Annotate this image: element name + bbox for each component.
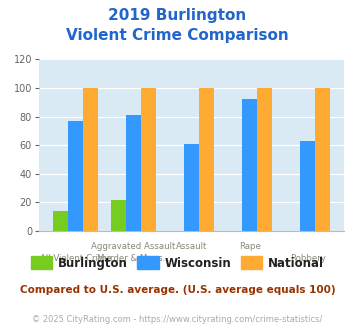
Bar	[300, 141, 315, 231]
Bar	[141, 88, 156, 231]
Text: Compared to U.S. average. (U.S. average equals 100): Compared to U.S. average. (U.S. average …	[20, 285, 335, 295]
Bar	[242, 99, 257, 231]
Bar	[83, 88, 98, 231]
Bar	[199, 88, 214, 231]
Text: © 2025 CityRating.com - https://www.cityrating.com/crime-statistics/: © 2025 CityRating.com - https://www.city…	[32, 315, 323, 324]
Legend: Burlington, Wisconsin, National: Burlington, Wisconsin, National	[26, 252, 329, 274]
Text: Aggravated Assault: Aggravated Assault	[92, 243, 176, 251]
Bar	[126, 115, 141, 231]
Bar	[68, 121, 83, 231]
Text: Violent Crime Comparison: Violent Crime Comparison	[66, 28, 289, 43]
Bar	[315, 88, 331, 231]
Text: Murder & Mans...: Murder & Mans...	[97, 254, 170, 263]
Bar	[111, 200, 126, 231]
Bar	[257, 88, 272, 231]
Text: Robbery: Robbery	[290, 254, 326, 263]
Text: All Violent Crime: All Violent Crime	[40, 254, 111, 263]
Text: 2019 Burlington: 2019 Burlington	[108, 8, 247, 23]
Bar	[53, 211, 68, 231]
Text: Assault: Assault	[176, 243, 207, 251]
Text: Rape: Rape	[239, 243, 261, 251]
Bar	[184, 144, 199, 231]
